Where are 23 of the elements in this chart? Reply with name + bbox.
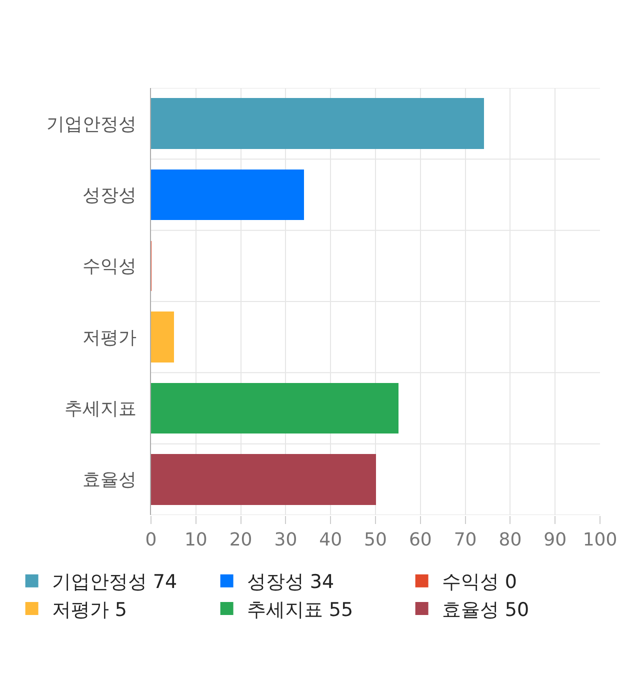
y-tick-label: 저평가	[82, 327, 136, 348]
x-tick-label: 40	[319, 530, 342, 551]
x-tick-label: 80	[498, 530, 522, 551]
y-tick-label: 효율성	[82, 470, 136, 491]
x-tick-label: 20	[229, 530, 252, 551]
legend-label: 저평가 5	[52, 598, 127, 621]
x-tick-label: 30	[274, 530, 298, 551]
y-tick-label: 추세지표	[64, 398, 136, 420]
x-tick-label: 60	[408, 530, 432, 551]
y-tick-label: 기업안정성	[46, 114, 136, 135]
legend-label: 성장성 34	[246, 571, 334, 594]
x-tick-label: 0	[145, 530, 157, 551]
x-tick-label: 70	[454, 530, 477, 551]
legend-label: 수익성 0	[442, 571, 517, 594]
x-tick-label: 50	[364, 530, 387, 551]
y-tick-label: 수익성	[82, 256, 136, 278]
y-tick-label: 성장성	[82, 185, 136, 206]
x-tick-label: 100	[582, 530, 618, 551]
legend-label: 효율성 50	[442, 598, 530, 621]
x-tick-label: 90	[544, 530, 567, 551]
legend-label: 기업안정성 74	[52, 571, 178, 594]
legend-label: 추세지표 55	[246, 598, 354, 621]
x-tick-label: 10	[184, 530, 208, 551]
